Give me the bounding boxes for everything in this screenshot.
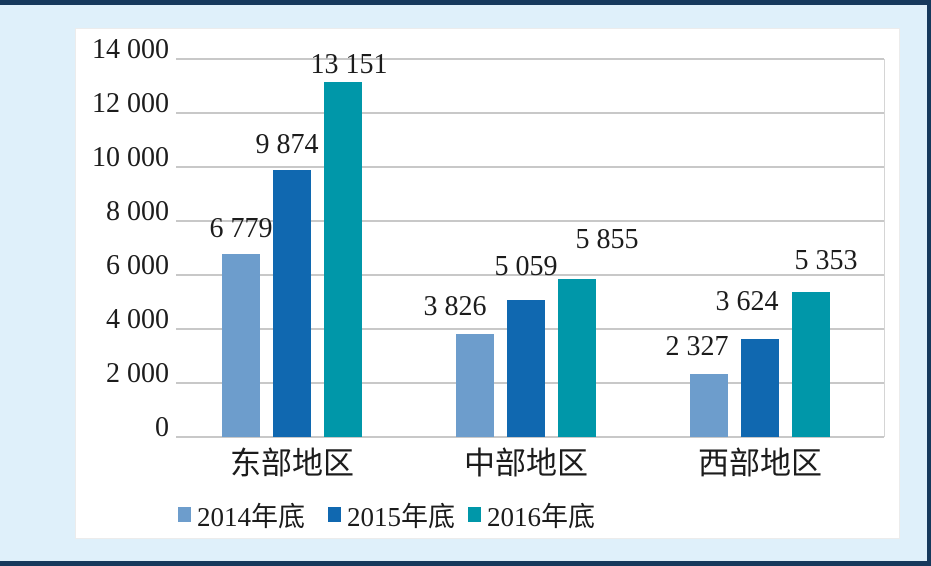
- bar-value-label: 6 779: [209, 212, 273, 244]
- legend-item: 2016年底: [468, 502, 595, 532]
- legend-label: 2016年底: [487, 502, 595, 532]
- bar-2016年底-西部地区: [792, 292, 830, 437]
- legend-label: 2014年底: [197, 502, 305, 532]
- gridline: [176, 436, 884, 438]
- bar-value-label: 9 874: [255, 129, 319, 161]
- y-tick-label: 0: [155, 412, 169, 443]
- bar-value-label: 13 151: [310, 48, 388, 80]
- bar-value-label: 3 624: [715, 286, 779, 318]
- y-tick-label: 10 000: [92, 142, 169, 173]
- gridline: [176, 220, 884, 222]
- legend-marker-icon: [328, 506, 341, 522]
- y-tick-label: 2 000: [106, 358, 169, 389]
- bar-value-label: 2 327: [665, 331, 729, 363]
- bar-value-label: 5 353: [794, 245, 858, 277]
- legend-item: 2015年底: [328, 502, 455, 532]
- y-tick-label: 14 000: [92, 34, 169, 65]
- y-tick-label: 6 000: [106, 250, 169, 281]
- legend-marker-icon: [178, 506, 191, 522]
- bar-2016年底-东部地区: [324, 81, 362, 437]
- bar-2015年底-中部地区: [507, 300, 545, 437]
- y-tick-label: 8 000: [106, 196, 169, 227]
- legend-item: 2014年底: [178, 502, 305, 532]
- legend-marker-icon: [468, 506, 481, 522]
- gridline: [176, 112, 884, 114]
- gridline: [176, 58, 884, 60]
- y-tick-label: 12 000: [92, 88, 169, 119]
- bar-value-label: 3 826: [423, 290, 487, 322]
- chart-panel: 6 779 3 826 2 327 9 874 5 059 3 624 13 151 5 85…: [75, 28, 900, 539]
- gridline: [176, 166, 884, 168]
- bar-value-label: 5 855: [575, 223, 639, 255]
- y-tick-label: 4 000: [106, 304, 169, 335]
- bar-value-label: 5 059: [494, 251, 558, 283]
- category-label: 中部地区: [464, 446, 588, 481]
- plot-area: 6 779 3 826 2 327 9 874 5 059 3 624 13 151 5 85…: [176, 49, 885, 438]
- legend-label: 2015年底: [347, 502, 455, 532]
- bar-2014年底-东部地区: [222, 253, 260, 437]
- bar-2016年底-中部地区: [558, 278, 596, 437]
- bar-2015年底-西部地区: [741, 339, 779, 437]
- category-label: 西部地区: [698, 446, 822, 481]
- bar-2015年底-东部地区: [273, 170, 311, 437]
- bar-2014年底-中部地区: [456, 333, 494, 437]
- gridline: [176, 274, 884, 276]
- category-label: 东部地区: [230, 446, 354, 481]
- bar-2014年底-西部地区: [690, 374, 728, 437]
